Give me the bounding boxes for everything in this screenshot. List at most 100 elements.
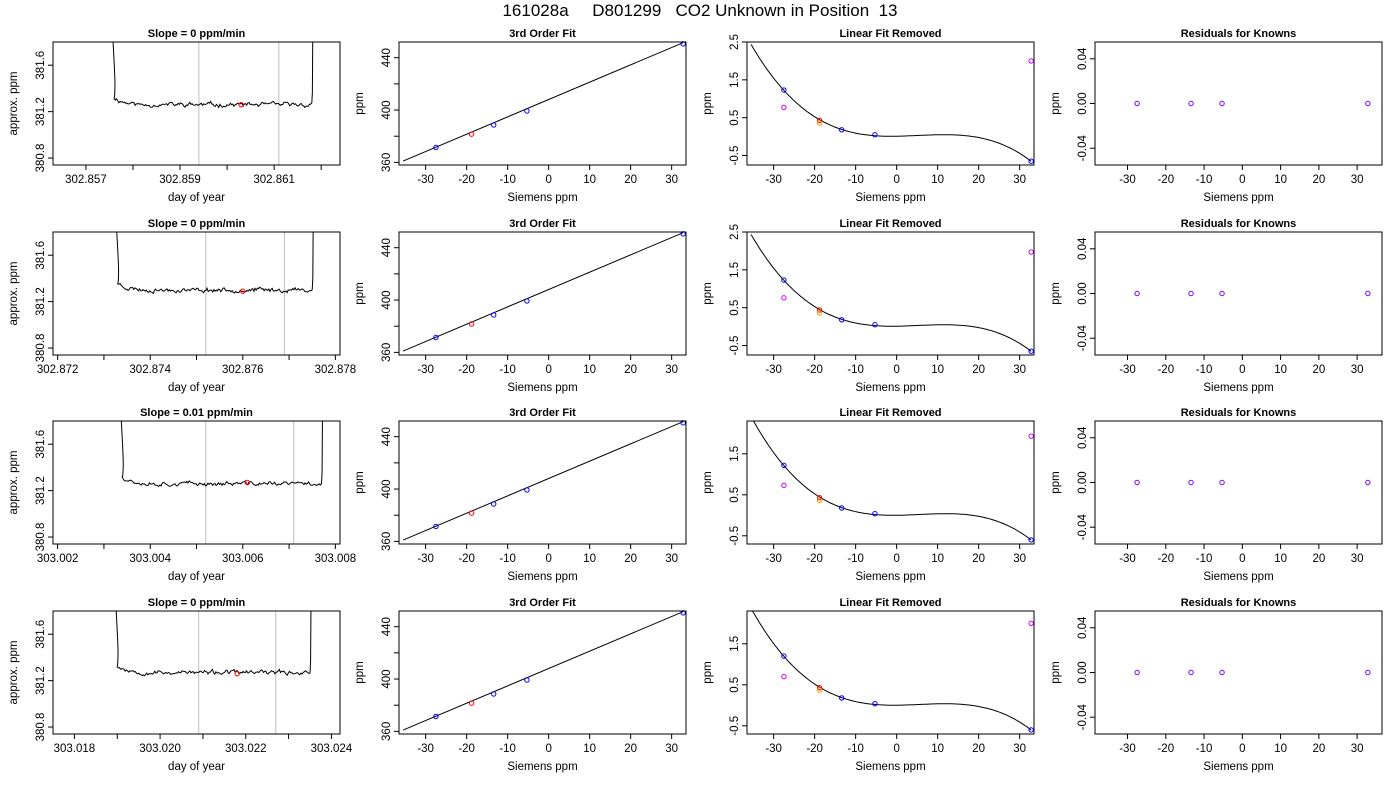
- data-point: [433, 713, 439, 720]
- y-axis-label: ppm: [354, 471, 366, 493]
- x-tick-label: 10: [583, 174, 596, 186]
- plot-frame: [1094, 610, 1383, 735]
- panel-3-2: 3rd Order Fit -30 -20 -10 0 10 20 30 360 400 440 Si…: [354, 407, 687, 583]
- x-tick-label: -30: [765, 743, 782, 755]
- x-tick-label: 10: [583, 364, 596, 376]
- x-tick-label: 302.874: [129, 364, 171, 376]
- x-axis-label: Siemens ppm: [507, 192, 577, 204]
- x-axis-label: day of year: [168, 192, 225, 204]
- panel-title: Slope = 0.01 ppm/min: [140, 407, 253, 419]
- panel-title: Linear Fit Removed: [839, 218, 941, 230]
- x-tick-label: -10: [847, 743, 864, 755]
- x-tick-label: -10: [1196, 743, 1213, 755]
- y-tick-label: 1.5: [729, 636, 741, 652]
- figure-title: 161028a D801299 CO2 Unknown in Position …: [502, 1, 898, 20]
- cubic-fit-curve: [752, 421, 1032, 541]
- plot-frame: [746, 610, 1035, 735]
- x-tick-label: 30: [665, 743, 678, 755]
- x-axis-label: Siemens ppm: [1203, 192, 1273, 204]
- y-tick-label: 381.6: [35, 51, 47, 80]
- x-tick-label: -20: [458, 174, 475, 186]
- data-point: [433, 523, 439, 530]
- ppm-trace: [116, 232, 314, 295]
- y-tick-label: 440: [381, 427, 393, 446]
- x-tick-label: 20: [624, 364, 637, 376]
- x-axis-label: Siemens ppm: [1203, 761, 1273, 773]
- panel-plot-area: [116, 232, 314, 295]
- data-point: [433, 334, 439, 341]
- data-point: [1219, 100, 1225, 107]
- x-tick-label: -10: [1196, 174, 1213, 186]
- x-tick-label: 30: [1351, 553, 1364, 565]
- y-tick-label: 380.8: [35, 334, 47, 363]
- y-tick-label: 0.00: [1077, 471, 1089, 493]
- panel-plot-area: [112, 42, 314, 109]
- x-tick-label: 20: [1312, 743, 1325, 755]
- x-tick-label: 302.876: [222, 364, 264, 376]
- x-axis-label: Siemens ppm: [1203, 571, 1273, 583]
- data-point: [1134, 479, 1140, 486]
- data-point: [491, 501, 497, 507]
- x-tick-label: -20: [806, 174, 823, 186]
- x-tick-label: 0: [893, 174, 899, 186]
- x-tick-label: 20: [972, 174, 985, 186]
- data-point: [1188, 479, 1194, 486]
- panel-1-1: Slope = 0 ppm/min 302.857 302.859 302.861 38…: [8, 28, 341, 204]
- data-point: [1365, 100, 1371, 107]
- x-tick-label: -30: [1119, 364, 1136, 376]
- data-point: [1188, 669, 1194, 676]
- y-axis-label: ppm: [1050, 92, 1062, 114]
- y-tick-label: 381.2: [35, 287, 47, 316]
- x-tick-label: -20: [806, 553, 823, 565]
- data-point: [468, 321, 475, 327]
- data-point: [1365, 669, 1371, 676]
- panel-title: Residuals for Knowns: [1181, 28, 1297, 40]
- panel-title: 3rd Order Fit: [509, 407, 576, 419]
- y-axis-label: ppm: [354, 282, 366, 304]
- x-axis-label: Siemens ppm: [855, 761, 925, 773]
- data-point: [816, 117, 823, 124]
- panel-title: 3rd Order Fit: [509, 28, 576, 40]
- data-point: [1134, 100, 1140, 107]
- y-tick-label: 381.2: [35, 97, 47, 126]
- plot-frame: [52, 41, 341, 166]
- data-point: [872, 700, 878, 707]
- data-point: [1188, 290, 1194, 297]
- y-axis-label: approx. ppm: [8, 262, 20, 326]
- x-tick-label: 20: [1312, 553, 1325, 565]
- y-tick-label: 1.5: [729, 72, 741, 88]
- data-point: [524, 108, 530, 114]
- x-tick-label: -30: [765, 364, 782, 376]
- x-tick-label: -10: [847, 174, 864, 186]
- data-point: [1134, 290, 1140, 297]
- x-tick-label: 303.004: [129, 553, 171, 565]
- y-axis-label: ppm: [702, 471, 714, 493]
- cubic-fit-curve: [751, 611, 1032, 731]
- x-tick-label: -30: [417, 553, 434, 565]
- x-tick-label: 30: [1351, 743, 1364, 755]
- x-tick-label: 0: [545, 553, 551, 565]
- data-point: [1028, 348, 1034, 354]
- y-axis-label: ppm: [1050, 661, 1062, 683]
- x-axis-label: day of year: [168, 761, 225, 773]
- fit-line: [402, 421, 684, 541]
- y-axis-label: approx. ppm: [8, 72, 20, 136]
- y-tick-label: 381.2: [35, 666, 47, 695]
- x-tick-label: 303.024: [311, 743, 353, 755]
- y-tick-label: 1.5: [729, 262, 741, 278]
- y-tick-label: 0.04: [1077, 426, 1089, 449]
- panel-title: Residuals for Knowns: [1181, 407, 1297, 419]
- x-tick-label: 302.861: [253, 174, 295, 186]
- fit-line: [402, 232, 684, 352]
- panel-3-1: Slope = 0.01 ppm/min 303.002 303.004 303.00…: [8, 407, 356, 583]
- data-point: [839, 695, 845, 701]
- x-tick-label: 10: [931, 553, 944, 565]
- x-axis-label: Siemens ppm: [507, 761, 577, 773]
- panel-plot-area: [750, 234, 1032, 352]
- y-axis-label: ppm: [1050, 471, 1062, 493]
- plot-frame: [1094, 41, 1383, 166]
- panel-title: Residuals for Knowns: [1181, 218, 1297, 230]
- x-tick-label: 0: [1239, 553, 1245, 565]
- data-point: [839, 317, 845, 323]
- data-point: [816, 494, 823, 501]
